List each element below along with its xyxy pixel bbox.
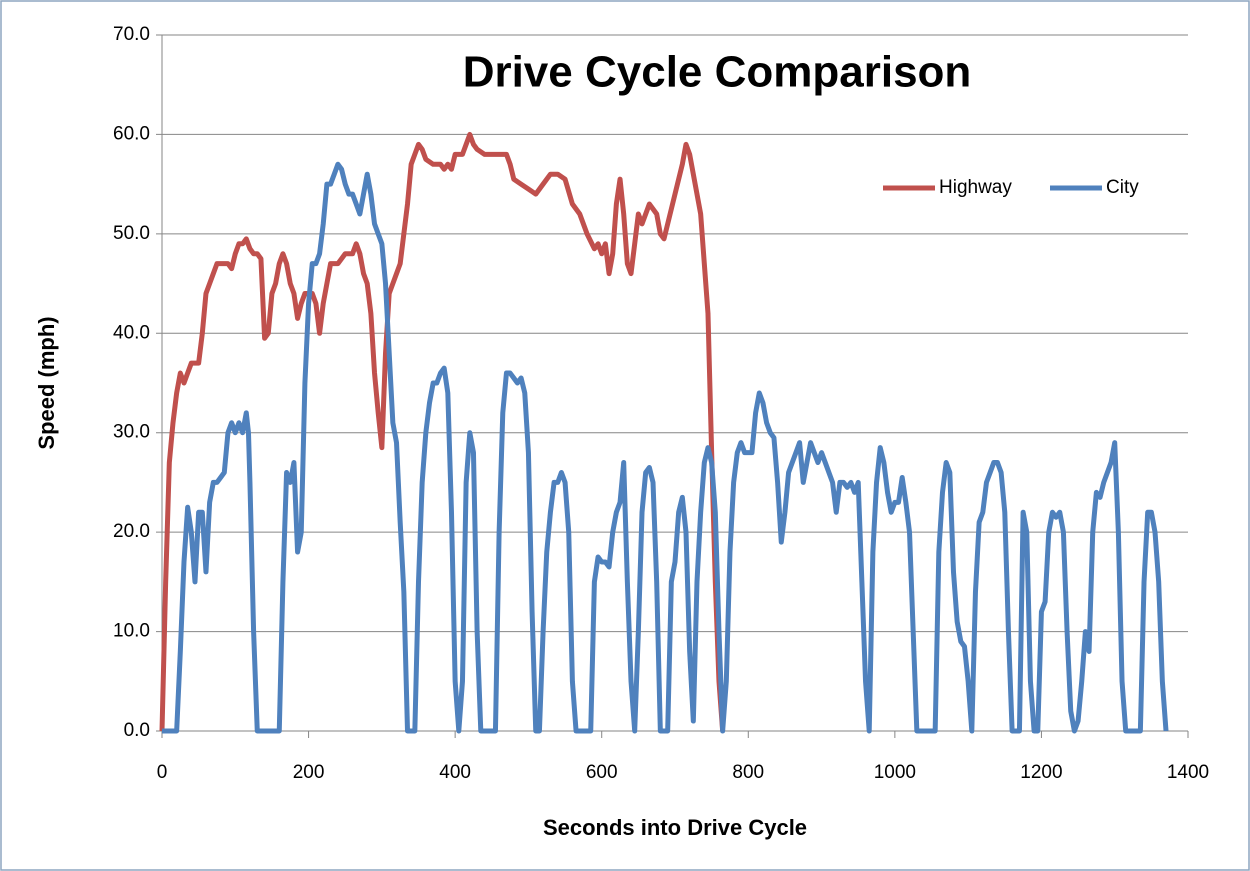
x-tick-label: 1000 xyxy=(874,762,916,783)
y-axis-label: Speed (mph) xyxy=(34,316,59,449)
legend-label: City xyxy=(1106,177,1139,198)
series-line xyxy=(162,161,1169,734)
y-tick-label: 70.0 xyxy=(113,24,150,45)
x-tick-label: 0 xyxy=(157,762,168,783)
x-tick-label: 800 xyxy=(732,762,764,783)
legend-label: Highway xyxy=(939,177,1012,198)
x-tick-label: 400 xyxy=(439,762,471,783)
y-tick-label: 0.0 xyxy=(124,720,150,741)
y-tick-label: 10.0 xyxy=(113,621,150,642)
chart-title: Drive Cycle Comparison xyxy=(463,48,972,97)
x-axis-label: Seconds into Drive Cycle xyxy=(543,815,807,840)
x-tick-label: 600 xyxy=(586,762,618,783)
y-tick-label: 50.0 xyxy=(113,223,150,244)
series-line xyxy=(159,131,726,732)
x-tick-label: 1200 xyxy=(1020,762,1062,783)
y-tick-label: 30.0 xyxy=(113,422,150,443)
x-tick-label: 200 xyxy=(293,762,325,783)
y-tick-label: 40.0 xyxy=(113,322,150,343)
y-tick-label: 60.0 xyxy=(113,123,150,144)
x-tick-label: 1400 xyxy=(1167,762,1209,783)
y-tick-label: 20.0 xyxy=(113,521,150,542)
